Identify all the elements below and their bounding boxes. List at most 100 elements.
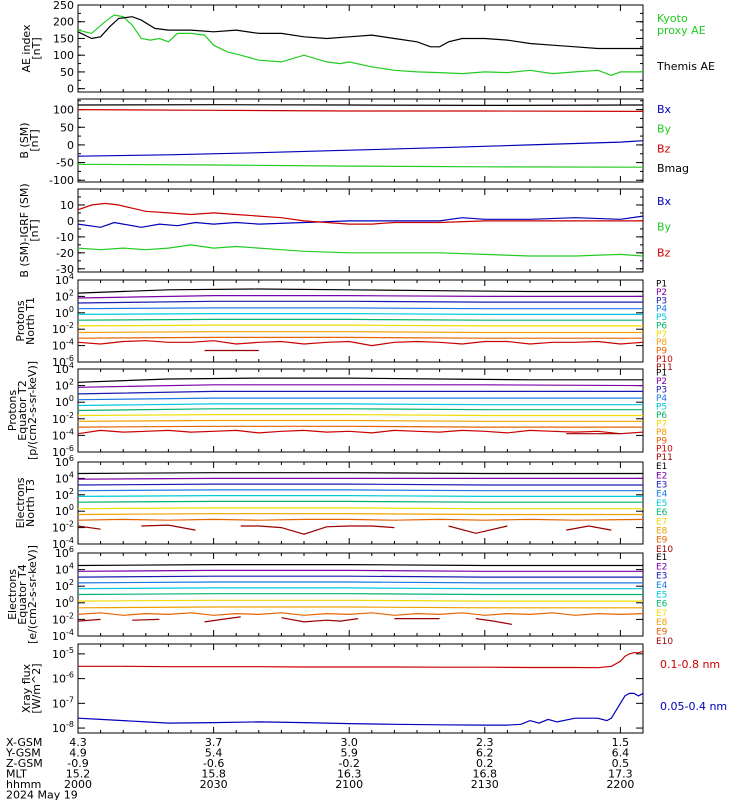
series-line-e2	[78, 569, 643, 572]
legend-p6: P6	[656, 411, 667, 421]
series-line-p7	[78, 324, 643, 327]
series-line-p6	[78, 408, 643, 412]
legend-e7: E7	[656, 517, 667, 527]
axis-row-label: Z-GSM	[6, 757, 43, 770]
series-line-e3	[78, 483, 643, 486]
y-axis-label: [W/m^2]	[30, 663, 43, 713]
legend-p6: P6	[656, 321, 667, 331]
y-axis-label: [nT]	[28, 219, 41, 241]
legend-e10: E10	[656, 545, 673, 555]
series-line-bz	[78, 109, 643, 112]
legend-e4: E4	[656, 581, 668, 591]
axis-row-label: MLT	[6, 768, 27, 781]
axis-row-value: 1.5	[612, 736, 630, 749]
series-line-p7	[78, 414, 643, 417]
series-line-e10	[78, 616, 513, 625]
axis-row-value: 2030	[200, 778, 228, 791]
legend-e3: E3	[656, 480, 667, 490]
legend-e5: E5	[656, 499, 667, 509]
axis-row-value: 2000	[64, 778, 92, 791]
y-tick-label: 10-4	[52, 536, 74, 551]
axis-row-value: 0.5	[612, 757, 630, 770]
series-line-p10	[78, 429, 643, 435]
legend-p1: P1	[656, 280, 667, 290]
y-axis-label: Protons	[6, 390, 19, 431]
time-axis-labels: X-GSM 4.3 3.7 3.0 2.3 1.5 Y-GSM 4.9 5.4 5.9 6.2 6.4…	[5, 736, 634, 800]
legend-p2: P2	[656, 288, 667, 298]
y-axis-label: B (SM)	[18, 122, 31, 158]
panel-frame	[77, 98, 644, 183]
series-line-e6	[78, 500, 643, 503]
series-line-e7	[78, 507, 643, 510]
y-tick-label: 0	[67, 83, 74, 96]
panel-bsm: -100 -50 0 50 100 B (SM)[nT] Bx By Bz Bmag	[18, 98, 689, 187]
series-line-e5	[78, 495, 643, 497]
series-line-e7	[78, 599, 643, 602]
series-line-kyoto-proxy-ae	[78, 14, 643, 76]
axis-row-value: 5.9	[340, 747, 358, 760]
y-tick-label: 102	[55, 487, 74, 502]
series-line-p10	[78, 340, 643, 347]
panel-xray: 10-8 10-7 10-6 10-5 Xray flux[W/m^2] 0.1-0.8 …	[20, 643, 727, 735]
y-tick-label: -50	[56, 157, 74, 170]
y-axis-label: Electrons	[6, 569, 19, 620]
axis-row-value: 4.3	[69, 736, 87, 749]
y-tick-label: 10-4	[52, 427, 74, 442]
legend-e8: E8	[656, 526, 668, 536]
y-tick-label: 10-4	[52, 338, 74, 353]
series-line-p8	[78, 331, 643, 334]
axis-row-label: Y-GSM	[5, 747, 41, 760]
y-tick-label: 102	[55, 378, 74, 393]
series-line-e9	[78, 518, 643, 521]
series-line-p3	[78, 300, 643, 304]
y-tick-label: 100	[53, 49, 74, 62]
series-line-by	[78, 244, 643, 257]
y-axis-label: [nT]	[28, 129, 41, 151]
legend-p8: P8	[656, 338, 667, 348]
y-tick-label: 10-6	[52, 354, 74, 369]
y-axis-label: North T3	[24, 479, 37, 527]
legend-xray: 0.05-0.4 nm	[660, 700, 727, 713]
axis-row-value: 3.0	[340, 736, 358, 749]
axis-row-value: 16.3	[337, 768, 362, 781]
series-line-e2	[78, 477, 643, 480]
panel-ae: 0 50 100 150 200 250 AE index[nT] Kyoto proxy AE…	[20, 0, 715, 96]
legend-p2: P2	[656, 377, 667, 387]
axis-row-value: 16.8	[473, 768, 498, 781]
legend-e9: E9	[656, 628, 668, 638]
series-line-p9	[78, 336, 643, 339]
series-line-bz	[78, 202, 643, 225]
legend-p9: P9	[656, 436, 667, 446]
axis-row-value: 15.8	[201, 768, 226, 781]
legend-themis: Themis AE	[656, 60, 715, 73]
y-tick-label: -20	[56, 247, 74, 260]
y-axis-label: Equator T4	[16, 564, 29, 624]
legend-e3: E3	[656, 572, 667, 582]
legend-e2: E2	[656, 562, 667, 572]
y-tick-label: 100	[55, 503, 74, 518]
legend-p7: P7	[656, 330, 667, 340]
y-axis-label: [e/(cm2-s-sr-keV)]	[26, 545, 39, 644]
y-tick-label: 10-6	[52, 444, 74, 459]
legend-p5: P5	[656, 313, 667, 323]
y-tick-label: -10	[56, 231, 74, 244]
series-line-p9	[78, 425, 643, 428]
legend-e2: E2	[656, 471, 667, 481]
series-line-p3	[78, 390, 643, 395]
series-line-e9	[78, 612, 643, 616]
legend-e6: E6	[656, 600, 668, 610]
y-tick-label: 10-8	[52, 720, 74, 735]
legend-bz: Bz	[657, 142, 671, 155]
y-tick-label: 10-4	[52, 628, 74, 643]
y-axis-label: B (SM)-IGRF (SM)	[18, 183, 31, 277]
legend-p4: P4	[656, 305, 667, 315]
axis-row-value: 17.3	[608, 768, 633, 781]
y-tick-label: 10-2	[52, 321, 74, 336]
legend-by: By	[657, 123, 672, 136]
legend-p11: P11	[656, 363, 673, 373]
axis-row-value: 2.3	[476, 736, 494, 749]
y-tick-label: 100	[55, 394, 74, 409]
